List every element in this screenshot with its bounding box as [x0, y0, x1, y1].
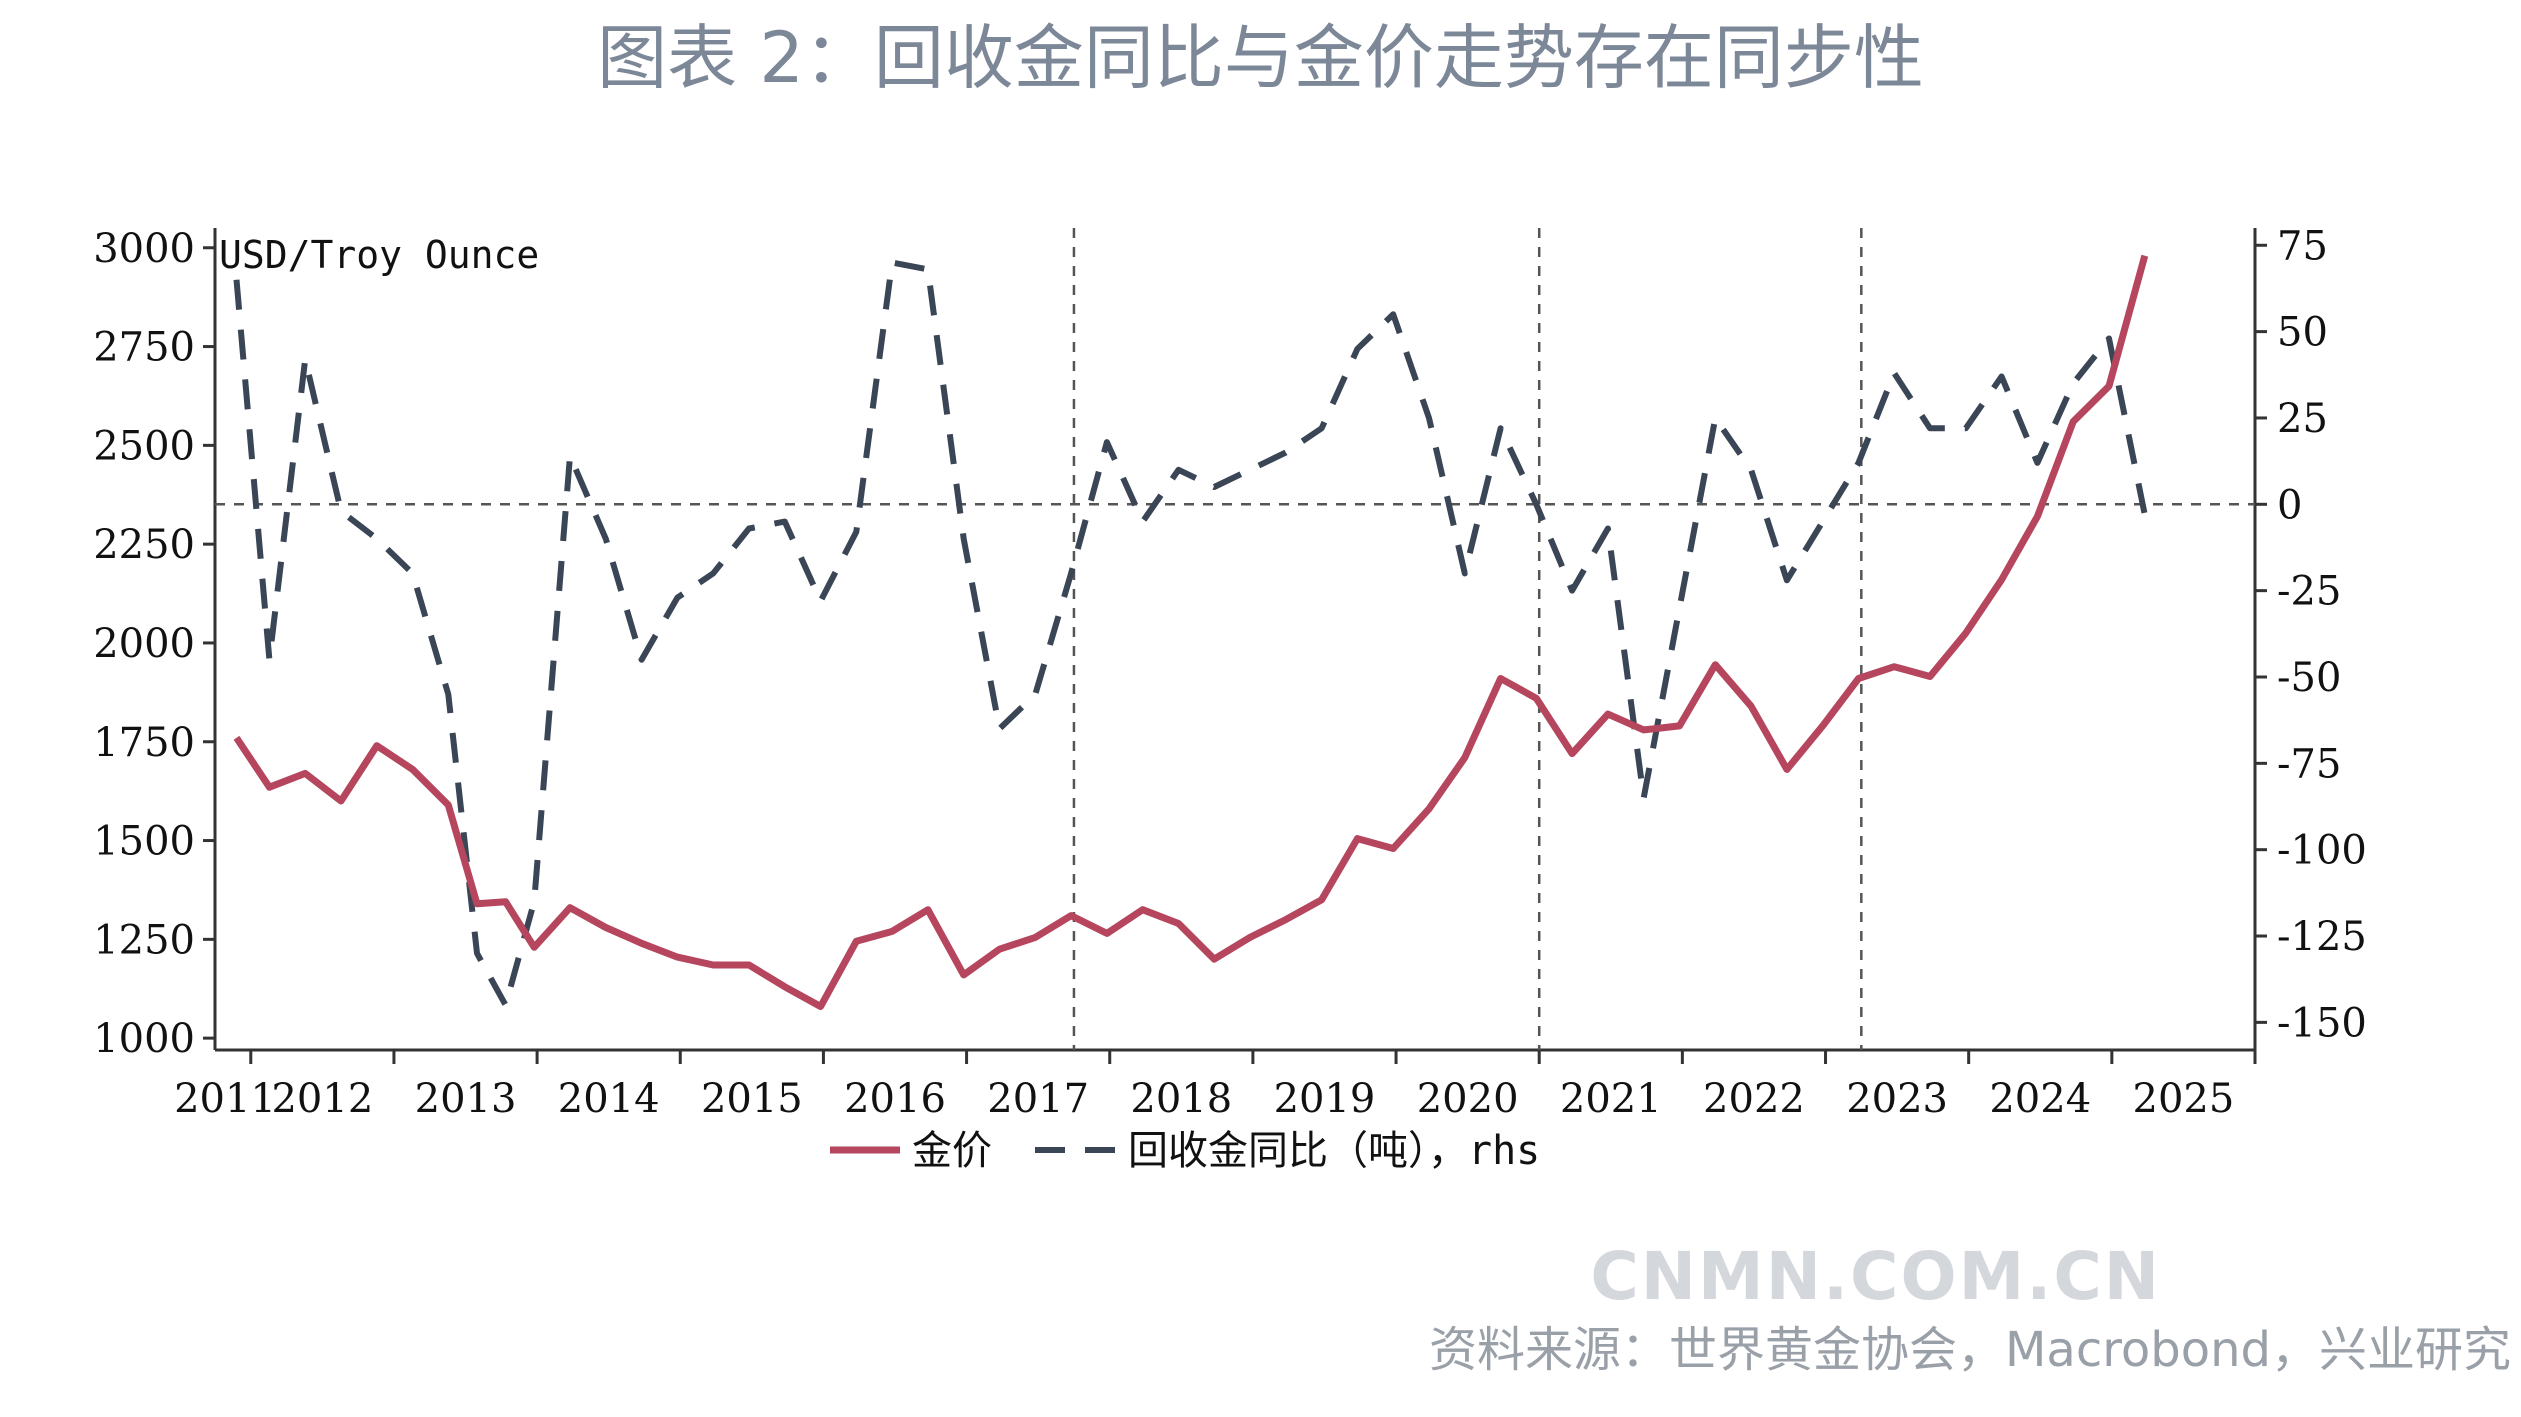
y-right-tick-label: -50 [2277, 655, 2341, 701]
x-tick-label: 2015 [701, 1076, 803, 1122]
y-left-tick-label: 1750 [93, 720, 195, 766]
y-right-tick-label: 25 [2277, 396, 2328, 442]
x-tick-label: 2013 [415, 1076, 517, 1122]
x-tick-label: 2014 [558, 1076, 660, 1122]
y-left-tick-label: 2750 [93, 325, 195, 371]
y-right-tick-label: 50 [2277, 310, 2328, 356]
legend-gold-label: 金价 [912, 1128, 992, 1174]
x-tick-label: 2012 [271, 1076, 373, 1122]
y-right-tick-label: -25 [2277, 569, 2341, 615]
x-tick-label: 2024 [1989, 1076, 2091, 1122]
chart-title: 图表 2：回收金同比与金价走势存在同步性 [597, 17, 1924, 99]
y-left-tick-label: 1500 [93, 819, 195, 865]
x-tick-label: 2016 [844, 1076, 946, 1122]
y-right-tick-label: 75 [2277, 223, 2328, 269]
x-tick-label: 2023 [1846, 1076, 1948, 1122]
y-left-tick-label: 1000 [93, 1016, 195, 1062]
series-recycling-line [233, 259, 2148, 1009]
y-right-tick-label: -100 [2277, 828, 2367, 874]
x-tick-label: 2018 [1130, 1076, 1232, 1122]
y-right-tick-label: -75 [2277, 741, 2341, 787]
y-left-tick-label: 3000 [93, 226, 195, 272]
y-right-tick-label: -150 [2277, 1000, 2367, 1046]
x-tick-label: 2017 [987, 1076, 1089, 1122]
y-right-tick-label: -125 [2277, 914, 2367, 960]
y-right-tick-label: 0 [2277, 482, 2302, 528]
y-left-tick-label: 2500 [93, 423, 195, 469]
x-tick-label: 2025 [2133, 1076, 2235, 1122]
y-left-tick-label: 1250 [93, 917, 195, 963]
watermark-text: CNMN.COM.CN [1590, 1238, 2161, 1315]
y-left-tick-label: 2000 [93, 621, 195, 667]
legend-recycling-label: 回收金同比（吨），rhs [1128, 1128, 1540, 1174]
source-note: 资料来源：世界黄金协会，Macrobond，兴业研究 [1429, 1322, 2511, 1378]
left-axis-unit: USD/Troy Ounce [219, 233, 539, 277]
x-tick-label: 2019 [1274, 1076, 1376, 1122]
y-left-tick-label: 2250 [93, 522, 195, 568]
series-gold-price-line [233, 254, 2149, 1010]
x-tick-label: 2020 [1417, 1076, 1519, 1122]
x-tick-label: 2022 [1703, 1076, 1805, 1122]
x-tick-label: 2011 [174, 1076, 276, 1122]
x-tick-label: 2021 [1560, 1076, 1662, 1122]
